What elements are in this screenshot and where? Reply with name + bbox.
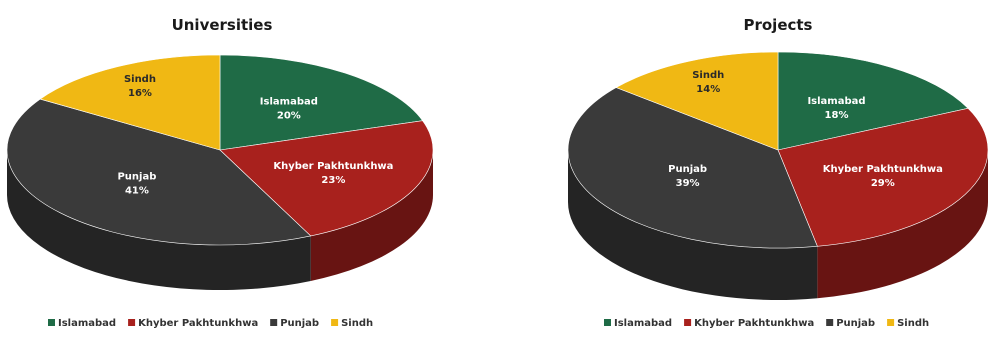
- universities-pie-chart: Universities Islamabad 20% Khyber Pakhtunk…: [6, 16, 434, 329]
- pie-slice-islamabad: [777, 51, 969, 151]
- legend-swatch: [270, 319, 278, 326]
- pie-slice-sindh: [39, 54, 221, 151]
- legend-label: Sindh: [341, 318, 373, 329]
- pie-labels: Islamabad 18% Khyber Pakhtunkhwa 29% Punjab 3…: [668, 70, 943, 189]
- slice-label-category: Sindh: [124, 74, 156, 85]
- slice-label-value: 29%: [871, 178, 895, 189]
- legend-label: Khyber Pakhtunkhwa: [138, 318, 258, 329]
- slice-label-value: 20%: [277, 111, 301, 122]
- slice-label-value: 14%: [696, 84, 720, 95]
- chart-title: Universities: [172, 16, 273, 34]
- pie-slice-islamabad: [219, 54, 424, 151]
- slice-label-category: Islamabad: [807, 96, 865, 107]
- pie-depth: [7, 150, 433, 290]
- pie-slice-punjab: [6, 98, 312, 246]
- slice-label-value: 16%: [128, 88, 152, 99]
- pie-slice-khyber-pakhtunkhwa: [219, 120, 434, 237]
- legend-label: Islamabad: [58, 318, 116, 329]
- chart-legend: Islamabad Khyber Pakhtunkhwa Punjab Sindh: [604, 318, 929, 329]
- pie-slice-sindh: [615, 51, 779, 151]
- pie-side-punjab: [7, 150, 311, 290]
- legend-swatch: [331, 319, 339, 326]
- pie-slice-punjab: [567, 87, 818, 249]
- pie-labels: Islamabad 20% Khyber Pakhtunkhwa 23% Punjab 4…: [117, 74, 393, 197]
- slice-label-category: Punjab: [668, 164, 707, 175]
- chart-legend: Islamabad Khyber Pakhtunkhwa Punjab Sindh: [48, 318, 373, 329]
- legend-label: Sindh: [897, 318, 929, 329]
- pie-side-punjab: [568, 150, 818, 300]
- chart-title: Projects: [743, 16, 812, 34]
- pie-slice-khyber-pakhtunkhwa: [777, 107, 989, 247]
- pie-slices: [6, 54, 434, 246]
- pie-side-khyber-pakhtunkhwa: [310, 150, 433, 281]
- pie-depth: [568, 150, 988, 300]
- pie-side-khyber-pakhtunkhwa: [817, 150, 988, 299]
- legend-label: Islamabad: [614, 318, 672, 329]
- slice-label-value: 23%: [321, 175, 345, 186]
- slice-label-category: Punjab: [117, 172, 156, 183]
- slice-label-category: Sindh: [692, 70, 724, 81]
- legend-swatch: [48, 319, 55, 326]
- legend-label: Punjab: [836, 318, 875, 329]
- legend-swatch: [684, 319, 692, 326]
- slice-label-category: Khyber Pakhtunkhwa: [823, 164, 943, 175]
- slice-label-value: 39%: [676, 178, 700, 189]
- projects-pie-chart: Projects Islamabad 18% Khyber Pakhtunkhwa 2…: [567, 16, 989, 329]
- slice-label-value: 41%: [125, 186, 149, 197]
- legend-label: Punjab: [280, 318, 319, 329]
- legend-swatch: [887, 319, 895, 326]
- slice-label-category: Islamabad: [260, 97, 318, 108]
- slice-label-value: 18%: [825, 110, 849, 121]
- legend-label: Khyber Pakhtunkhwa: [694, 318, 814, 329]
- pie-slices: [567, 51, 989, 249]
- slice-label-category: Khyber Pakhtunkhwa: [273, 161, 393, 172]
- legend-swatch: [128, 319, 136, 326]
- legend-swatch: [826, 319, 834, 326]
- legend-swatch: [604, 319, 611, 326]
